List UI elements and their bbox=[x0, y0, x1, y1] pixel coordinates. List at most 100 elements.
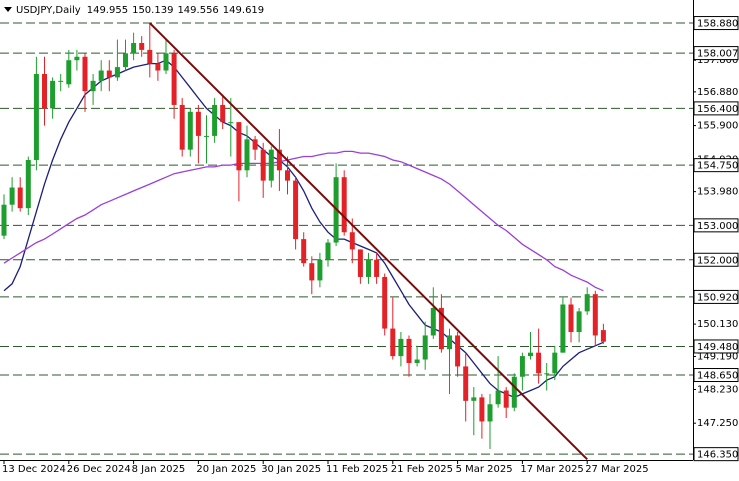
candle-body bbox=[171, 53, 177, 105]
level-label-box bbox=[693, 218, 739, 233]
candle-body bbox=[131, 43, 137, 54]
level-label: 150.920 bbox=[697, 292, 738, 303]
candle-body bbox=[519, 356, 525, 377]
level-label-box bbox=[693, 16, 739, 31]
candle-body bbox=[487, 404, 493, 422]
y-tick-label: 157.800 bbox=[697, 55, 738, 66]
x-tick-label: 11 Feb 2025 bbox=[326, 464, 388, 475]
candle-body bbox=[406, 338, 412, 363]
level-label: 154.750 bbox=[697, 161, 738, 172]
trendline bbox=[149, 22, 588, 461]
candle-body bbox=[90, 80, 96, 92]
open-value: 149.955 bbox=[87, 5, 128, 16]
candle-body bbox=[560, 304, 566, 353]
candle-body bbox=[568, 304, 574, 333]
candle-body bbox=[25, 159, 31, 209]
moving-average bbox=[3, 150, 604, 292]
candle-body bbox=[398, 338, 404, 357]
candle-body bbox=[528, 352, 533, 357]
candle-body bbox=[155, 63, 161, 71]
candle-body bbox=[438, 307, 444, 350]
level-label-box bbox=[693, 46, 739, 61]
y-tick-label: 153.980 bbox=[697, 187, 738, 198]
level-label: 149.480 bbox=[697, 342, 738, 353]
candle-body bbox=[204, 135, 209, 137]
candle-body bbox=[374, 259, 380, 277]
x-tick-label: 26 Dec 2024 bbox=[67, 464, 131, 475]
candle-body bbox=[495, 390, 501, 405]
level-label-box bbox=[693, 158, 739, 173]
candle-body bbox=[430, 307, 436, 336]
candle-body bbox=[163, 53, 169, 71]
level-label: 158.880 bbox=[697, 19, 738, 30]
chart-title: USDJPY,Daily 149.955 150.139 149.556 149.619 bbox=[16, 5, 264, 16]
candle-body bbox=[33, 73, 39, 160]
candle-body bbox=[114, 67, 120, 78]
low-value: 149.556 bbox=[177, 5, 218, 16]
level-label-box bbox=[693, 101, 739, 116]
candle-body bbox=[301, 239, 307, 264]
candle-body bbox=[252, 139, 258, 150]
candle-body bbox=[260, 149, 266, 181]
level-label: 148.650 bbox=[697, 371, 738, 382]
candle-body bbox=[187, 111, 193, 150]
candle-body bbox=[544, 373, 550, 375]
moving-average bbox=[3, 59, 604, 399]
x-tick-label: 13 Dec 2024 bbox=[2, 464, 66, 475]
y-tick-label: 147.250 bbox=[697, 418, 738, 429]
candle-body bbox=[50, 80, 56, 109]
candle-body bbox=[220, 104, 226, 123]
level-label: 152.000 bbox=[697, 255, 738, 266]
candle-body bbox=[357, 249, 363, 277]
candle-body bbox=[479, 397, 485, 422]
candle-body bbox=[293, 180, 299, 240]
candle-body bbox=[471, 397, 477, 401]
candle-body bbox=[228, 122, 234, 124]
x-tick-label: 20 Jan 2025 bbox=[196, 464, 256, 475]
level-label-box bbox=[693, 339, 739, 354]
candle-body bbox=[536, 352, 542, 374]
candle-body bbox=[414, 359, 420, 363]
candle-body bbox=[455, 335, 461, 367]
level-label-box bbox=[693, 447, 739, 462]
symbol-icon bbox=[4, 7, 12, 12]
level-label: 158.007 bbox=[697, 49, 738, 60]
level-label-box bbox=[693, 252, 739, 267]
candle-body bbox=[349, 232, 355, 250]
symbol: USDJPY,Daily bbox=[16, 5, 81, 16]
candle-body bbox=[179, 104, 185, 150]
candle-body bbox=[98, 70, 104, 81]
candle-body bbox=[584, 294, 590, 312]
candle-body bbox=[463, 366, 469, 401]
level-label: 156.400 bbox=[697, 104, 738, 115]
candle-body bbox=[106, 70, 112, 78]
candle-body bbox=[66, 60, 72, 85]
candle-body bbox=[139, 43, 145, 50]
candle-body bbox=[366, 259, 371, 277]
level-label: 146.350 bbox=[697, 450, 738, 461]
candle-body bbox=[592, 294, 598, 336]
candle-body bbox=[576, 311, 582, 333]
x-tick-label: 27 Mar 2025 bbox=[585, 464, 648, 475]
candle-body bbox=[341, 177, 347, 233]
candle-body bbox=[244, 139, 250, 171]
candle-body bbox=[17, 187, 23, 209]
x-tick-label: 5 Mar 2025 bbox=[456, 464, 513, 475]
candle-body bbox=[285, 170, 290, 181]
y-tick-label: 150.130 bbox=[697, 319, 738, 330]
candle-body bbox=[511, 376, 517, 408]
level-label: 153.000 bbox=[697, 221, 738, 232]
candle-body bbox=[503, 390, 509, 408]
candle-body bbox=[309, 263, 315, 281]
x-tick-label: 17 Mar 2025 bbox=[520, 464, 583, 475]
candle-body bbox=[1, 204, 7, 236]
candle-body bbox=[42, 73, 47, 109]
candle-body bbox=[58, 80, 64, 82]
candle-body bbox=[390, 328, 396, 357]
candle-body bbox=[382, 276, 388, 329]
x-tick-label: 30 Jan 2025 bbox=[261, 464, 321, 475]
candle-body bbox=[268, 149, 274, 181]
high-value: 150.139 bbox=[132, 5, 173, 16]
level-label-box bbox=[693, 368, 739, 383]
